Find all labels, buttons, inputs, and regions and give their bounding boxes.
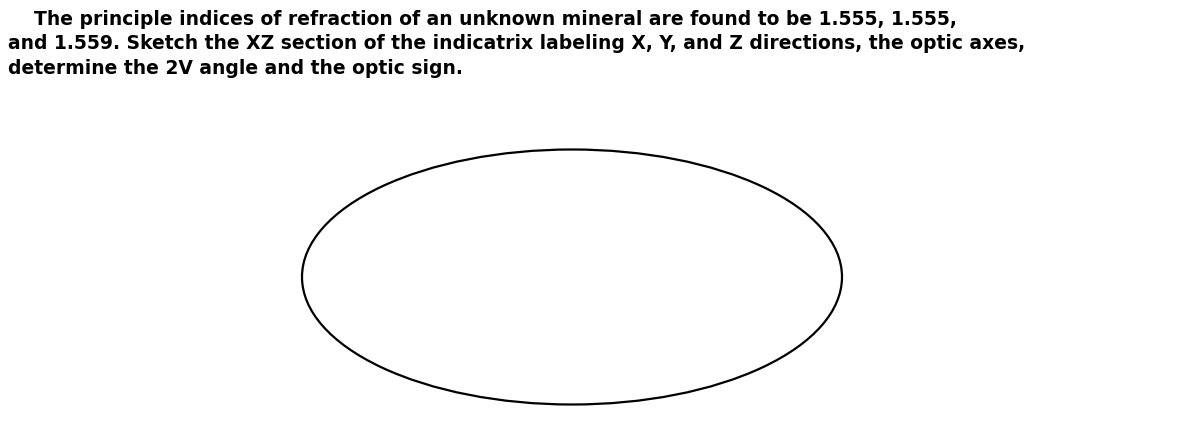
Text: The principle indices of refraction of an unknown mineral are found to be 1.555,: The principle indices of refraction of a… [8, 10, 1025, 77]
